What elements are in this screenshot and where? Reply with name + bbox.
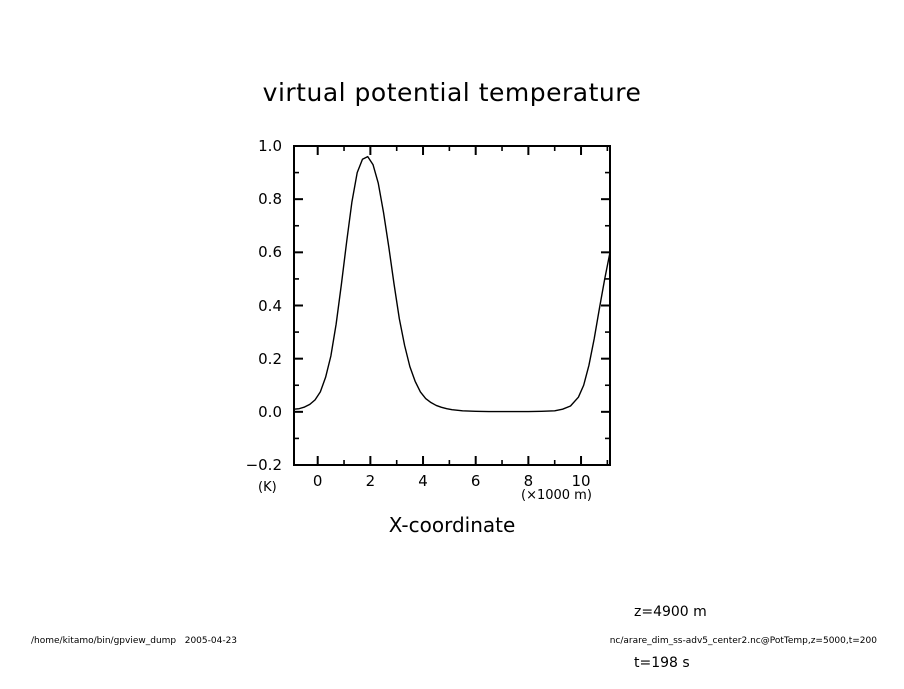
page-title: virtual potential temperature [262, 78, 642, 107]
data-line-pottemp [293, 155, 611, 413]
annotation-height: z=4900 m [634, 604, 707, 620]
y-tick-label: −0.2 [245, 456, 282, 474]
annotation-time: t=198 s [634, 655, 690, 671]
footer-datasource: nc/arare_dim_ss-adv5_center2.nc@PotTemp,… [609, 636, 877, 646]
y-tick-label: 1.0 [258, 137, 282, 155]
y-tick-label: 0.4 [258, 296, 282, 315]
x-tick-label: 6 [470, 472, 481, 490]
y-tick-label: 0.0 [258, 402, 282, 421]
x-tick-label: 4 [418, 472, 428, 490]
x-tick-label: 2 [365, 472, 376, 490]
annotation-block: z=4900 m t=198 s [634, 570, 707, 689]
y-axis-unit-label: (K) [258, 480, 277, 495]
plot-frame [293, 145, 611, 466]
x-axis-title: X-coordinate [388, 513, 516, 537]
data-series-group [293, 155, 611, 413]
y-tick-label: 0.8 [258, 190, 282, 209]
x-tick-label: 0 [312, 472, 323, 490]
y-tick-label: 0.6 [258, 243, 282, 262]
x-axis-unit-label: (×1000 m) [521, 488, 592, 503]
x-tick-label: 10 [571, 472, 591, 490]
x-tick-label: 8 [523, 472, 534, 490]
footer-command-path: /home/kitamo/bin/gpview_dump 2005-04-23 [31, 636, 238, 646]
line-chart [293, 145, 611, 466]
y-tick-label: 0.2 [258, 349, 282, 368]
axis-ticks [294, 145, 610, 466]
